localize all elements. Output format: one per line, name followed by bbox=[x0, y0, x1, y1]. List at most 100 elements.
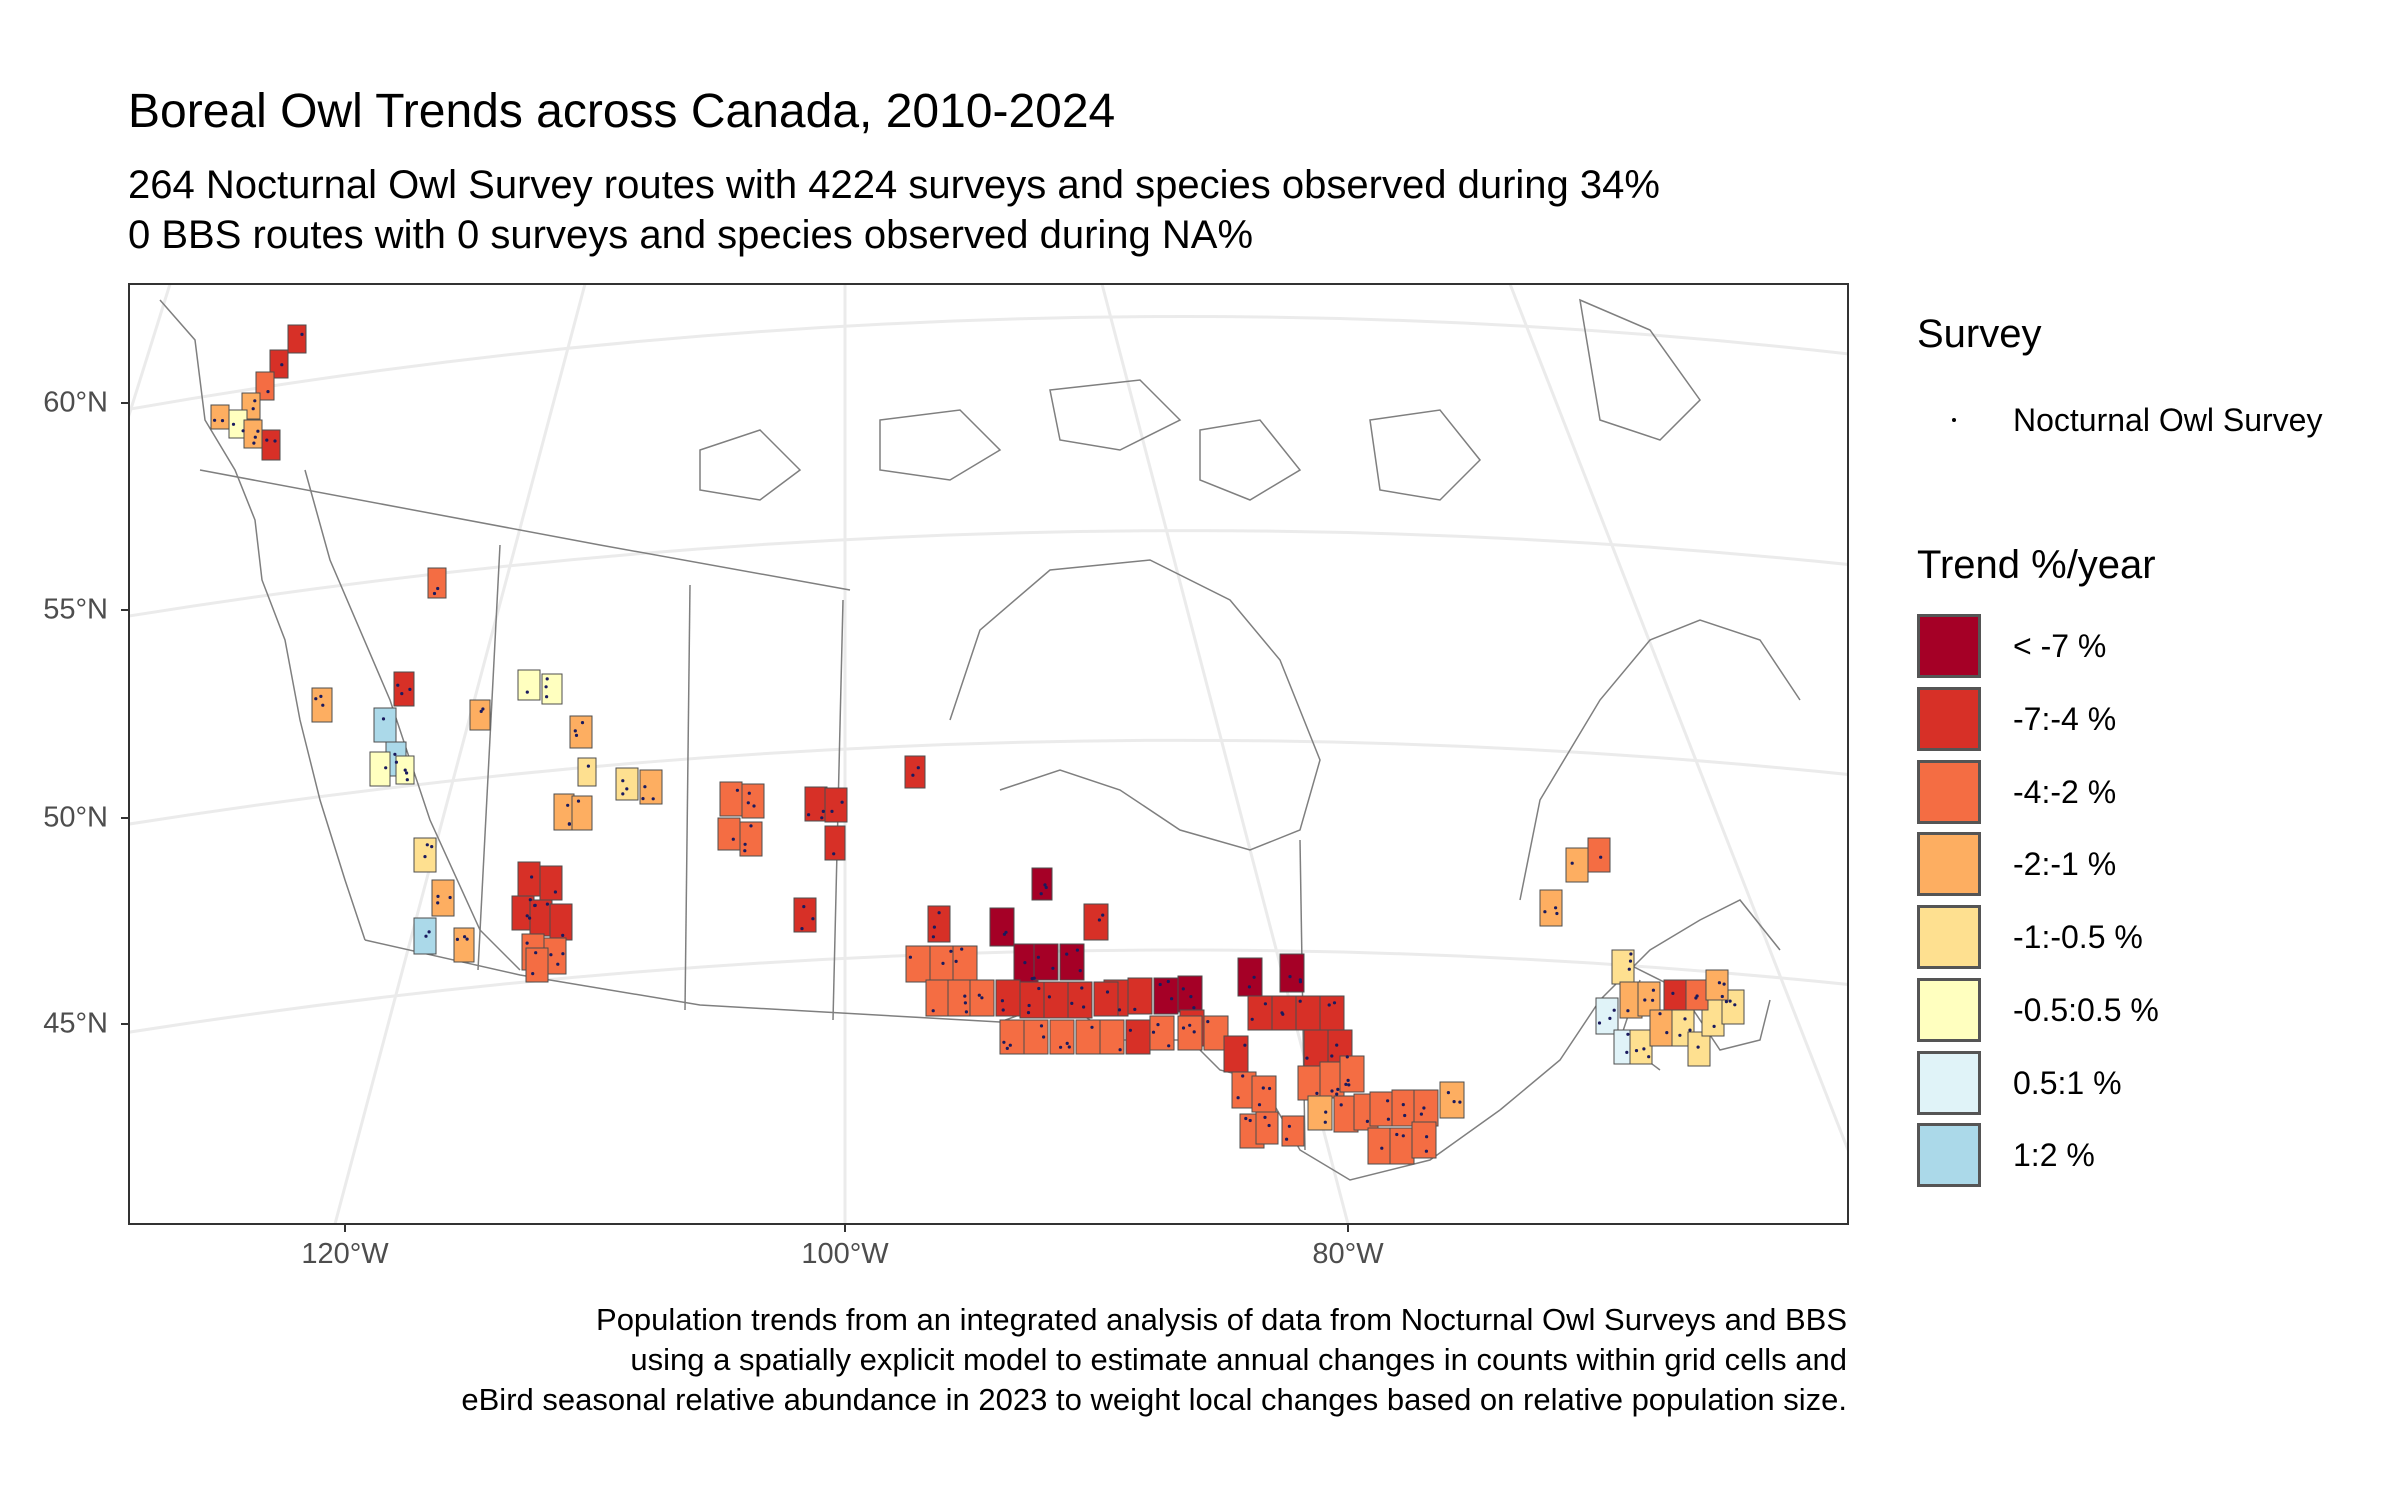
grid-cell bbox=[1539, 889, 1563, 927]
route-point bbox=[800, 927, 804, 931]
route-point bbox=[830, 809, 834, 814]
route-point bbox=[1403, 1113, 1407, 1118]
route-point bbox=[1268, 1086, 1272, 1091]
graticule-parallel bbox=[129, 314, 1848, 411]
grid-cell bbox=[1177, 1015, 1203, 1051]
route-point bbox=[1298, 999, 1302, 1003]
route-point bbox=[381, 717, 386, 721]
route-point bbox=[531, 972, 535, 976]
route-point bbox=[1206, 1020, 1210, 1024]
route-point bbox=[954, 959, 958, 964]
route-point bbox=[545, 695, 549, 699]
grid-cell bbox=[469, 699, 491, 731]
route-point bbox=[405, 771, 409, 775]
route-point bbox=[1236, 1096, 1240, 1100]
route-point bbox=[743, 849, 747, 853]
route-point bbox=[1543, 910, 1547, 914]
route-point bbox=[561, 933, 565, 938]
route-point bbox=[479, 709, 483, 714]
route-point bbox=[941, 961, 945, 966]
route-point bbox=[1181, 1026, 1186, 1030]
route-point bbox=[1339, 1103, 1343, 1107]
route-point bbox=[1722, 982, 1726, 986]
legend-swatch bbox=[1917, 614, 1981, 678]
grid-cell bbox=[1389, 1127, 1415, 1165]
route-point bbox=[1097, 918, 1101, 922]
route-point bbox=[1626, 1009, 1630, 1013]
legend-swatch bbox=[1917, 1051, 1981, 1115]
route-point bbox=[1257, 1103, 1262, 1107]
grid-cell bbox=[995, 979, 1021, 1017]
route-point bbox=[1101, 913, 1105, 917]
route-point bbox=[1386, 1099, 1390, 1103]
grid-cell bbox=[1565, 847, 1589, 883]
route-point bbox=[1643, 998, 1647, 1002]
route-point bbox=[241, 429, 245, 433]
grid-cell bbox=[739, 821, 763, 857]
route-point bbox=[832, 852, 836, 856]
route-point bbox=[273, 439, 277, 443]
route-point bbox=[1027, 1003, 1031, 1008]
grid-cell bbox=[719, 781, 743, 817]
graticule-parallel bbox=[129, 738, 1848, 826]
route-point bbox=[651, 797, 655, 801]
outline-path bbox=[1619, 959, 1771, 1051]
route-point bbox=[481, 707, 485, 711]
legend-trend-label: < -7 % bbox=[2013, 628, 2107, 664]
grid-cell bbox=[1031, 867, 1053, 901]
grid-cell bbox=[1629, 1029, 1653, 1065]
route-point bbox=[533, 903, 537, 908]
route-point bbox=[1051, 966, 1055, 970]
route-point bbox=[525, 690, 529, 694]
route-point bbox=[253, 435, 257, 439]
route-point bbox=[1039, 892, 1043, 896]
route-point bbox=[1712, 1024, 1716, 1028]
route-point bbox=[1344, 1082, 1348, 1086]
route-point bbox=[731, 837, 735, 841]
route-point bbox=[586, 764, 591, 768]
grid-cell bbox=[947, 979, 973, 1017]
grid-cell bbox=[952, 945, 978, 983]
grid-cell bbox=[904, 755, 926, 789]
route-point bbox=[425, 843, 429, 847]
grid-cell bbox=[539, 865, 563, 901]
grid-cell bbox=[741, 783, 765, 819]
outline-path bbox=[364, 939, 1001, 1023]
route-point bbox=[1717, 981, 1721, 985]
grid-cell bbox=[1125, 1019, 1151, 1055]
graticule bbox=[129, 284, 1848, 1224]
grid-cell bbox=[1439, 1081, 1465, 1119]
grid-cell bbox=[393, 671, 415, 707]
legend-swatch bbox=[1917, 1123, 1981, 1187]
route-point bbox=[405, 778, 409, 782]
outline-path bbox=[159, 299, 366, 941]
route-point bbox=[1078, 969, 1082, 973]
route-point bbox=[1248, 1118, 1252, 1123]
route-point bbox=[1419, 1112, 1423, 1116]
route-point bbox=[251, 407, 255, 411]
route-point bbox=[1181, 987, 1185, 991]
route-point bbox=[448, 895, 452, 900]
route-point bbox=[1733, 1003, 1737, 1007]
route-point bbox=[1188, 1023, 1192, 1027]
route-point bbox=[932, 925, 937, 929]
outline-path bbox=[949, 559, 1321, 851]
route-point bbox=[1625, 1050, 1629, 1054]
route-point bbox=[1001, 1008, 1005, 1012]
grid-cell bbox=[373, 707, 397, 743]
survey-route-points bbox=[213, 332, 1737, 1153]
grid-cell bbox=[577, 757, 597, 787]
grid-cell bbox=[905, 945, 931, 983]
route-point bbox=[525, 914, 529, 918]
route-point bbox=[1241, 1074, 1245, 1078]
route-point bbox=[1167, 1044, 1171, 1048]
route-point bbox=[1458, 1100, 1462, 1104]
route-point bbox=[314, 697, 318, 701]
grid-cell bbox=[549, 903, 573, 941]
route-point bbox=[1647, 1055, 1651, 1059]
route-point bbox=[1065, 952, 1069, 956]
route-point bbox=[1380, 1146, 1384, 1150]
legend-trend-label: 0.5:1 % bbox=[2013, 1065, 2122, 1101]
route-point bbox=[424, 934, 428, 938]
